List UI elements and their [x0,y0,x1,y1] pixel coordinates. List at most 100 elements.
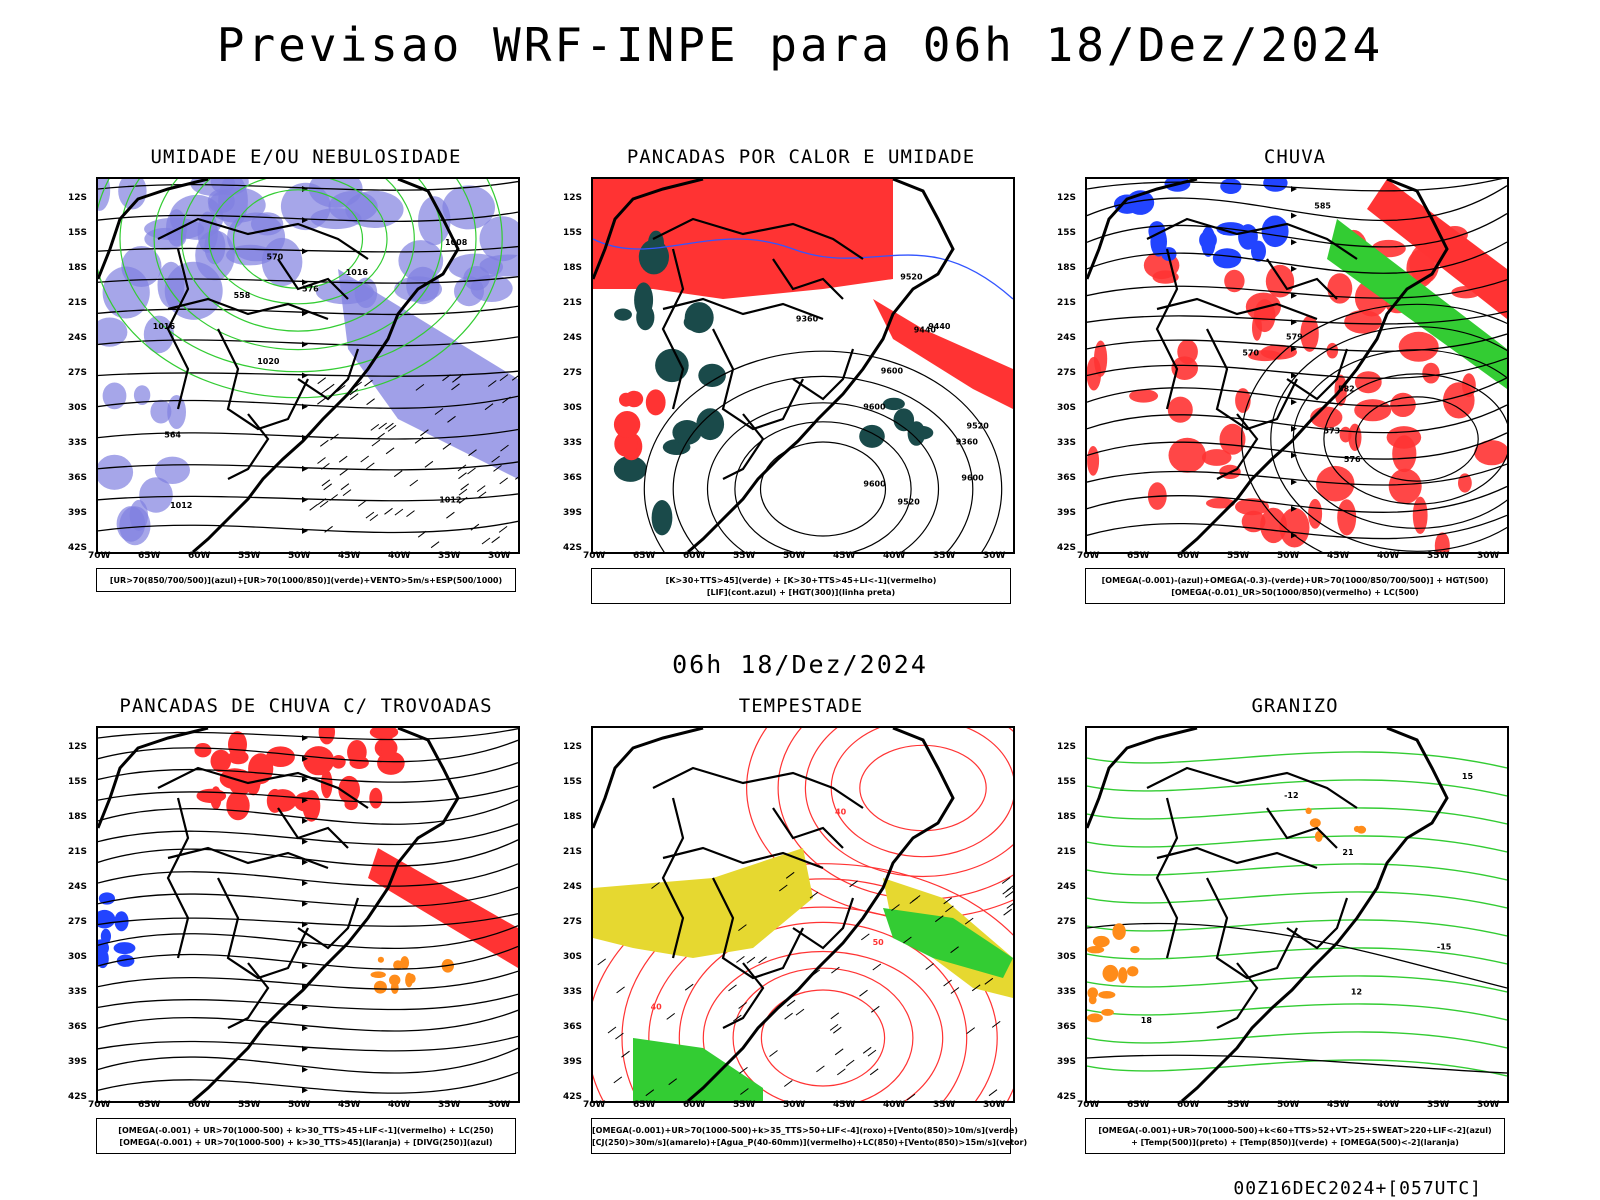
field-patch [479,216,518,262]
field-patch [1102,964,1119,982]
wind-vector [338,455,348,463]
lon-tick-label: 35W [933,551,956,561]
contour-label: 9520 [900,273,923,282]
wind-vector [925,963,935,970]
wind-vector [966,1027,976,1035]
field-patch [1356,825,1367,834]
wind-vector [943,897,953,905]
forecast-map: -12 12 18 15 -15 21 [1085,726,1509,1103]
lat-tick-label: 18S [1057,812,1077,822]
country-border [1155,797,1179,959]
lat-tick-label: 15S [68,777,88,787]
wind-vector [869,1068,879,1076]
field-patch [1177,339,1198,364]
streamline-arrow [302,776,308,783]
contour-line [706,402,940,552]
wind-vector [342,489,352,497]
wind-vector [324,525,333,533]
lat-tick-label: 24S [1057,333,1077,343]
wind-vector [371,439,381,447]
field-patch [143,315,174,354]
streamline-arrow [302,310,308,317]
wind-vector [385,422,394,430]
streamline [1087,357,1507,379]
wind-vector [451,383,460,391]
lat-tick-label: 39S [68,1057,88,1067]
lat-tick-label: 21S [1057,298,1077,308]
lat-tick-label: 21S [1057,847,1077,857]
lon-tick-label: 70W [1077,551,1100,561]
temp-850-contour [1087,835,1507,853]
wind-vector [365,462,375,470]
wind-vector [376,432,385,440]
field-patch [1238,224,1258,250]
lat-tick-label: 33S [1057,438,1077,448]
lat-tick-label: 12S [1057,742,1077,752]
contour-line [734,421,912,552]
wind-vector [809,891,819,899]
field-patch [1130,946,1140,954]
lon-tick-label: 65W [138,1100,161,1110]
wind-vector [309,503,318,511]
lon-tick-label: 65W [633,551,656,561]
wind-vector [758,956,767,964]
wind-vector [684,983,694,991]
legend-line: [K>30+TTS>45](verde) + [K>30+TTS>45+LI<-… [665,576,937,585]
wind-vector [484,403,494,411]
contour-line [648,906,998,1101]
wind-vector [1003,908,1012,916]
streamline-arrow [302,1004,308,1011]
streamline-arrow [302,527,308,534]
panel-legend: [K>30+TTS>45](verde) + [K>30+TTS>45+LI<-… [591,568,1011,604]
wind-vector [414,436,424,444]
field-patch [98,317,128,347]
country-border [661,797,685,959]
streamline [98,785,518,804]
field-patch [698,363,726,387]
streamline-arrow [302,403,308,410]
field-patch [302,790,321,822]
humidity-band [338,269,518,479]
field-patch [133,385,151,405]
panel-title: CHUVA [1263,146,1327,168]
temp-850-contour [1087,975,1507,993]
country-border [772,258,844,300]
lat-tick-label: 36S [1057,1022,1077,1032]
lon-tick-label: 30W [1477,551,1500,561]
lat-tick-label: 27S [68,917,88,927]
wind-vector [909,897,919,904]
forecast-map: 585 579 576 573 570 582 [1085,177,1509,554]
lon-tick-label: 40W [1377,1100,1400,1110]
streamline [98,1047,518,1074]
wind-vector [470,523,480,531]
streamline [98,211,518,223]
field-patch [139,477,173,513]
lat-tick-label: 15S [563,228,583,238]
main-title: Previsao WRF-INPE para 06h 18/Dez/2024 [216,18,1384,72]
wind-vector [903,936,912,944]
lat-tick-label: 39S [563,508,583,518]
lon-tick-label: 50W [288,551,311,561]
contour-line [621,878,1013,1101]
lon-tick-label: 30W [983,1100,1006,1110]
jet-stream-area [593,848,813,958]
lat-tick-label: 30S [68,403,88,413]
lon-tick-label: 55W [733,1100,756,1110]
streamline-arrow [1291,212,1297,219]
wind-vector [621,1050,630,1058]
temp-850-contour [1087,947,1507,965]
lat-tick-label: 42S [68,1092,88,1102]
contour-line [859,744,987,832]
wind-vector [740,1088,749,1095]
panel-legend: [UR>70(850/700/500)](azul)+[UR>70(1000/8… [96,568,516,592]
lat-tick-label: 36S [563,1022,583,1032]
field-patch [636,304,655,331]
lon-tick-label: 55W [238,551,261,561]
wind-vector [393,470,403,478]
temp-500-contour [1087,1054,1507,1074]
wind-vector [370,423,380,431]
contour-label: 558 [234,291,251,300]
wind-vector [458,496,468,504]
contour-label: 1012 [439,496,461,505]
streamline [98,886,518,908]
